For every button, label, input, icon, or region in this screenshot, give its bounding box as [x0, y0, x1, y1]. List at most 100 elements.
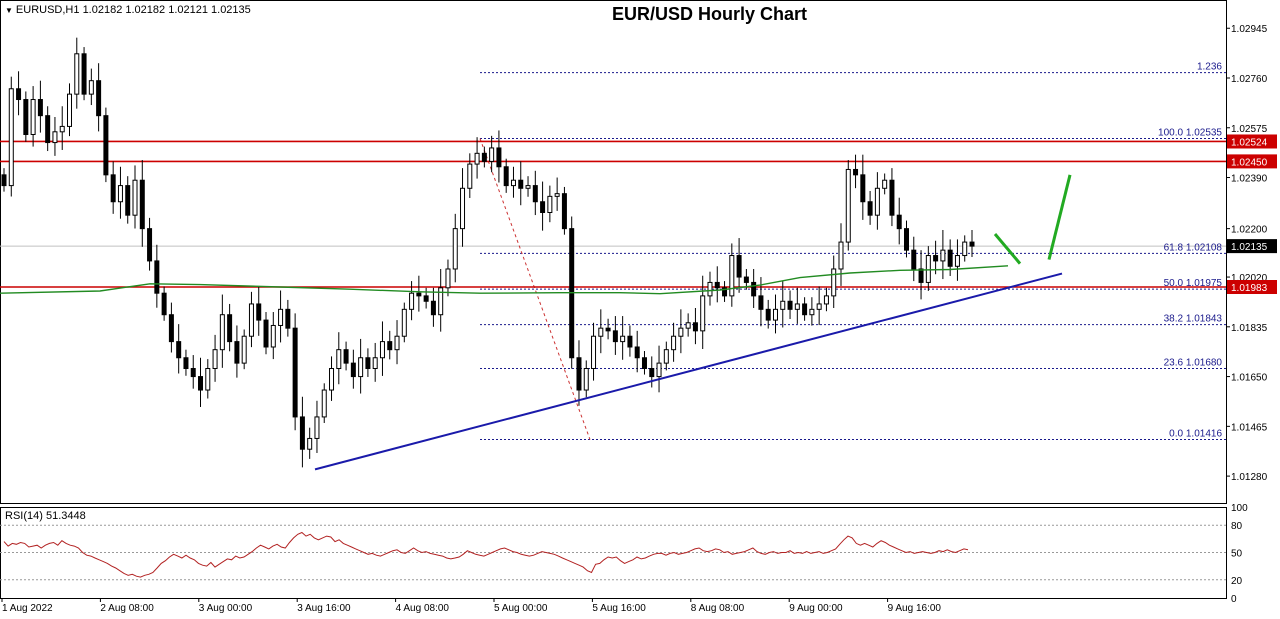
candle-body — [540, 201, 546, 213]
fib-level-label: 61.8 1.02108 — [1164, 242, 1223, 253]
rsi-tick-label: 80 — [1231, 521, 1243, 532]
fib-level-label: 100.0 1.02535 — [1158, 128, 1222, 139]
candle-body — [387, 341, 393, 351]
support-trendline — [314, 272, 1063, 471]
price-tag-label: 1.02450 — [1231, 157, 1268, 168]
candle-body — [525, 185, 531, 189]
candle-body — [729, 255, 735, 297]
candle-body — [52, 131, 58, 144]
candle-body — [780, 300, 786, 310]
candle-body — [845, 168, 851, 243]
candle-body — [416, 292, 422, 297]
candle-body — [285, 308, 291, 329]
moving-average — [0, 265, 1009, 295]
candle-body — [45, 115, 51, 144]
candle-body — [758, 295, 764, 310]
price-tick-label: 1.01280 — [1231, 472, 1268, 483]
fib-level-label: 1.236 — [1197, 62, 1222, 73]
candle-body — [125, 185, 131, 216]
candle-body — [103, 115, 109, 176]
time-tick-label: 3 Aug 00:00 — [199, 603, 253, 614]
candle-body — [88, 80, 94, 95]
candle-body — [409, 292, 415, 310]
price-tick-label: 1.01465 — [1231, 422, 1268, 433]
time-tick-label: 5 Aug 16:00 — [592, 603, 646, 614]
horizontal-levels — [0, 140, 1226, 288]
candle-body — [117, 185, 123, 203]
projection-up-stroke — [1047, 174, 1072, 260]
candle-body — [802, 303, 808, 316]
time-tick-label: 9 Aug 16:00 — [888, 603, 942, 614]
candle-body — [678, 327, 684, 337]
time-tick-label: 3 Aug 16:00 — [297, 603, 351, 614]
candle-body — [168, 314, 174, 343]
candle-body — [190, 368, 196, 378]
candle-body — [823, 295, 829, 305]
candle-body — [474, 152, 480, 165]
candle-body — [860, 174, 866, 203]
candle-body — [212, 349, 218, 370]
rsi-tick-label: 100 — [1231, 503, 1248, 514]
main-frame — [0, 0, 1227, 504]
price-tick-label: 1.02200 — [1231, 225, 1268, 236]
price-axis: 1.02945 1.02760 1.02575 1.02390 1.02200 1.020… — [1226, 24, 1277, 483]
rsi-label: RSI(14) 51.3448 — [5, 510, 86, 522]
candle-body — [722, 287, 728, 297]
candle-body — [365, 357, 371, 370]
candle-body — [358, 357, 364, 378]
candle-body — [241, 335, 247, 364]
candle-body — [532, 185, 538, 203]
candle-body — [30, 99, 36, 135]
price-tag — [1227, 134, 1277, 149]
fib-level-label: 50.0 1.01975 — [1164, 278, 1223, 289]
time-tick-label: 2 Aug 08:00 — [100, 603, 154, 614]
fibonacci-levels: 1.236 100.0 1.02535 61.8 1.02108 50.0 1.019… — [479, 62, 1226, 441]
candlesticks — [1, 37, 975, 468]
candle-body — [489, 147, 495, 162]
candle-body — [787, 300, 793, 310]
time-tick-label: 5 Aug 00:00 — [494, 603, 548, 614]
candle-body — [248, 303, 254, 337]
candle-body — [889, 179, 895, 216]
rsi-line — [3, 531, 969, 578]
candle-body — [772, 308, 778, 321]
candle-body — [554, 193, 560, 197]
candle-body — [176, 341, 182, 359]
candle-body — [270, 324, 276, 348]
candle-body — [882, 179, 888, 189]
chart-title: EUR/USD Hourly Chart — [612, 4, 808, 24]
candle-body — [481, 152, 487, 162]
candle-body — [765, 308, 771, 321]
candle-body — [736, 255, 742, 278]
candle-body — [598, 327, 604, 337]
collapse-triangle-icon: ▼ — [5, 6, 13, 15]
candle-body — [576, 357, 582, 391]
candle-body — [671, 335, 677, 351]
candle-body — [198, 376, 204, 391]
candle-body — [903, 228, 909, 251]
candle-body — [183, 357, 189, 370]
candle-body — [831, 268, 837, 297]
candle-body — [496, 147, 502, 168]
candle-body — [933, 255, 939, 262]
fib-level-label: 0.0 1.01416 — [1169, 429, 1222, 440]
candle-body — [343, 349, 349, 364]
rsi-tick-label: 0 — [1231, 594, 1237, 605]
time-tick-label: 9 Aug 00:00 — [789, 603, 843, 614]
candle-body — [329, 368, 335, 391]
rsi-panel: 100 80 50 20 0 — [0, 503, 1248, 605]
moving-average-line — [0, 265, 1009, 295]
candle-body — [438, 287, 444, 316]
candle-body — [307, 437, 313, 450]
candle-body — [154, 260, 160, 294]
candle-body — [350, 362, 356, 378]
price-tick-label: 1.02575 — [1231, 124, 1268, 135]
candle-body — [692, 322, 698, 332]
candle-body — [947, 249, 953, 267]
candle-body — [263, 319, 269, 348]
candle-body — [503, 166, 509, 187]
candle-body — [641, 357, 647, 370]
candle-body — [8, 88, 14, 187]
candle-body — [81, 53, 87, 95]
